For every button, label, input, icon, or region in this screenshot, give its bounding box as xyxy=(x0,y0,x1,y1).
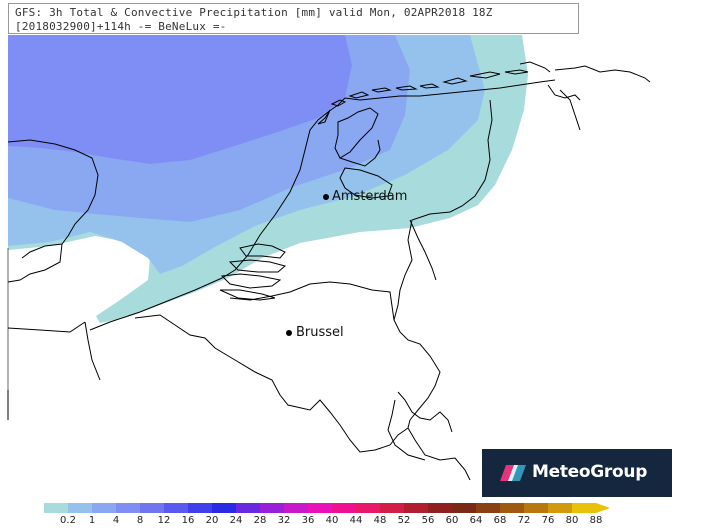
legend-swatch xyxy=(188,503,213,513)
legend-arrow xyxy=(596,503,610,513)
legend-label: 44 xyxy=(349,515,363,526)
legend-swatch xyxy=(68,503,93,513)
legend-swatch xyxy=(500,503,525,513)
legend-label: 64 xyxy=(469,515,483,526)
legend-label: 80 xyxy=(565,515,579,526)
legend-swatch xyxy=(404,503,429,513)
legend-label: 88 xyxy=(589,515,603,526)
map-title-box: GFS: 3h Total & Convective Precipitation… xyxy=(8,3,579,34)
legend-label: 60 xyxy=(445,515,459,526)
legend-label: 16 xyxy=(181,515,195,526)
legend-swatch xyxy=(428,503,453,513)
legend-label: 40 xyxy=(325,515,339,526)
coastlines xyxy=(7,61,651,333)
legend-swatch xyxy=(236,503,261,513)
legend-swatch xyxy=(140,503,165,513)
legend-swatch xyxy=(548,503,573,513)
legend-swatch xyxy=(308,503,333,513)
city-label-brussel: Brussel xyxy=(296,325,344,340)
precip-field-8 xyxy=(8,35,352,164)
legend-label: 20 xyxy=(205,515,219,526)
city-marker-brussel xyxy=(286,330,292,336)
legend-label: 28 xyxy=(253,515,267,526)
legend-label: 52 xyxy=(397,515,411,526)
borders xyxy=(7,89,581,481)
legend-label: 1 xyxy=(88,515,96,526)
legend-label: 48 xyxy=(373,515,387,526)
legend-swatch xyxy=(572,503,597,513)
legend-swatch xyxy=(92,503,117,513)
legend-label: 12 xyxy=(157,515,171,526)
legend-label: 68 xyxy=(493,515,507,526)
legend-swatch xyxy=(164,503,189,513)
legend-label: 76 xyxy=(541,515,555,526)
map-subtitle: [2018032900]+114h -= BeNeLux =- xyxy=(15,20,227,33)
legend-label: 72 xyxy=(517,515,531,526)
meteogroup-logo-icon xyxy=(500,465,526,481)
legend-label: 4 xyxy=(112,515,120,526)
legend-label: 24 xyxy=(229,515,243,526)
legend-swatch xyxy=(332,503,357,513)
legend-swatch xyxy=(452,503,477,513)
meteogroup-logo: MeteoGroup xyxy=(482,449,672,497)
legend-swatch xyxy=(212,503,237,513)
legend-swatch xyxy=(44,503,69,513)
meteogroup-logo-text: MeteoGroup xyxy=(532,462,648,482)
legend-color-bar xyxy=(44,503,610,513)
legend-label: 0.2 xyxy=(60,515,76,526)
city-marker-amsterdam xyxy=(323,194,329,200)
legend-label: 32 xyxy=(277,515,291,526)
legend-label: 36 xyxy=(301,515,315,526)
legend-label: 56 xyxy=(421,515,435,526)
legend-swatch xyxy=(356,503,381,513)
legend-swatch xyxy=(380,503,405,513)
legend-swatch xyxy=(284,503,309,513)
map-title: GFS: 3h Total & Convective Precipitation… xyxy=(15,6,493,19)
legend-swatch xyxy=(476,503,501,513)
city-label-amsterdam: Amsterdam xyxy=(332,189,408,204)
legend-label: 8 xyxy=(136,515,144,526)
legend-swatch xyxy=(524,503,549,513)
legend-swatch xyxy=(260,503,285,513)
legend-swatch xyxy=(116,503,141,513)
